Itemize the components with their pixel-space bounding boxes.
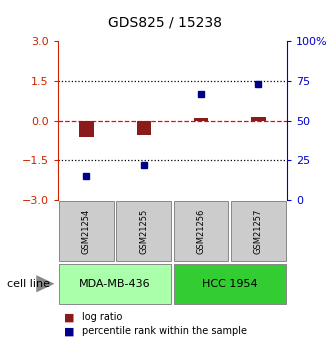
Polygon shape [36,275,54,293]
Text: GSM21256: GSM21256 [197,208,206,254]
Text: GSM21254: GSM21254 [82,208,91,254]
Bar [137,121,151,135]
Text: GSM21257: GSM21257 [254,208,263,254]
Text: GSM21255: GSM21255 [139,208,148,254]
Bar [194,118,208,121]
Text: MDA-MB-436: MDA-MB-436 [79,279,151,289]
Bar [251,117,266,121]
Text: log ratio: log ratio [82,313,123,322]
Text: cell line: cell line [7,279,50,289]
Text: percentile rank within the sample: percentile rank within the sample [82,326,248,336]
Bar [79,121,94,137]
Text: HCC 1954: HCC 1954 [202,279,258,289]
Text: ■: ■ [64,313,75,322]
Text: ■: ■ [64,326,75,336]
Text: GDS825 / 15238: GDS825 / 15238 [108,16,222,30]
